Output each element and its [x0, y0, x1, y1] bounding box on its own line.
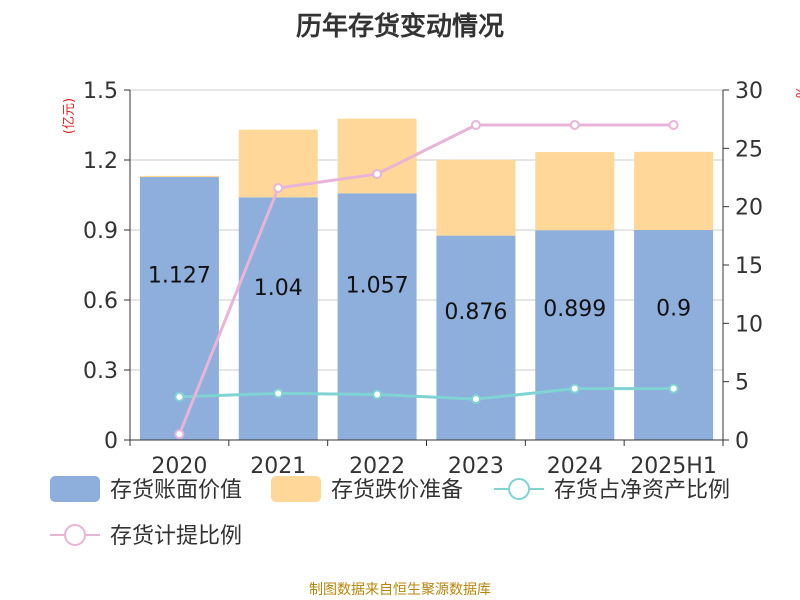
bar-value-label: 1.127 — [148, 263, 211, 288]
x-tick-label: 2020 — [151, 454, 207, 479]
bar-value-label: 1.057 — [346, 274, 409, 299]
series-line — [179, 387, 674, 401]
bar-impairment — [535, 152, 615, 231]
series-point — [569, 383, 580, 394]
bar-book-value — [436, 235, 516, 440]
bar-impairment — [337, 118, 417, 194]
legend-marker — [508, 478, 530, 500]
right-tick-label: 0 — [735, 429, 749, 454]
legend-label: 存货计提比例 — [110, 524, 242, 549]
left-axis-label: (亿元) — [62, 98, 77, 134]
right-tick-label: 25 — [735, 137, 763, 162]
left-tick-label: 0.9 — [83, 219, 118, 244]
bar-value-label: 0.899 — [543, 297, 606, 322]
bar-layer — [139, 118, 714, 441]
series-point — [470, 394, 481, 405]
series-point — [668, 383, 679, 394]
left-tick-label: 1.2 — [83, 149, 118, 174]
bar-book-value — [337, 193, 417, 440]
bar-impairment — [634, 151, 714, 230]
left-tick-label: 0.6 — [83, 289, 118, 314]
series-point — [372, 169, 383, 179]
right-tick-label: 10 — [735, 312, 763, 337]
bar-value-label: 1.04 — [254, 276, 303, 301]
series-point — [470, 120, 481, 130]
left-tick-label: 0 — [104, 429, 118, 454]
series-point — [273, 388, 284, 399]
series-point — [569, 120, 580, 130]
series-point — [372, 389, 383, 400]
right-axis-label: % — [792, 86, 800, 98]
series-point — [174, 429, 185, 440]
legend-label: 存货占净资产比例 — [554, 478, 730, 503]
line-layer — [174, 120, 679, 440]
series-point — [273, 183, 284, 193]
right-tick-label: 15 — [735, 254, 763, 279]
legend-marker — [64, 524, 86, 546]
legend-swatch — [50, 476, 100, 502]
bar-value-label: 0.876 — [444, 300, 507, 325]
x-tick-label: 2025H1 — [630, 454, 717, 479]
right-tick-label: 5 — [735, 371, 749, 396]
bar-impairment — [139, 175, 219, 178]
legend-label: 存货跌价准备 — [331, 478, 463, 503]
bar-book-value — [634, 230, 714, 440]
x-tick-label: 2022 — [349, 454, 405, 479]
x-tick-label: 2024 — [547, 454, 603, 479]
legend-label: 存货账面价值 — [110, 478, 242, 503]
chart-title: 历年存货变动情况 — [295, 12, 504, 42]
x-tick-label: 2021 — [250, 454, 306, 479]
bar-impairment — [436, 159, 516, 236]
legend-swatch — [271, 476, 321, 502]
left-tick-label: 1.5 — [83, 79, 118, 104]
axes: 0 0.3 0.6 0.9 1.2 1.5 0 5 10 15 20 25 30 (亿元)% 2020 202… — [62, 79, 800, 479]
series-point — [668, 120, 679, 130]
bar-book-value — [238, 197, 318, 440]
series-point — [174, 391, 185, 402]
x-tick-label: 2023 — [448, 454, 504, 479]
right-tick-label: 30 — [735, 79, 763, 104]
series-line — [178, 123, 674, 435]
bar-book-value — [535, 230, 615, 440]
source-note: 制图数据来自恒生聚源数据库 — [309, 582, 491, 598]
bar-value-label: 0.9 — [656, 297, 691, 322]
right-tick-label: 20 — [735, 196, 763, 221]
left-tick-label: 0.3 — [83, 359, 118, 384]
bar-labels: 1.127 1.04 1.057 0.876 0.899 0.9 — [148, 263, 691, 325]
